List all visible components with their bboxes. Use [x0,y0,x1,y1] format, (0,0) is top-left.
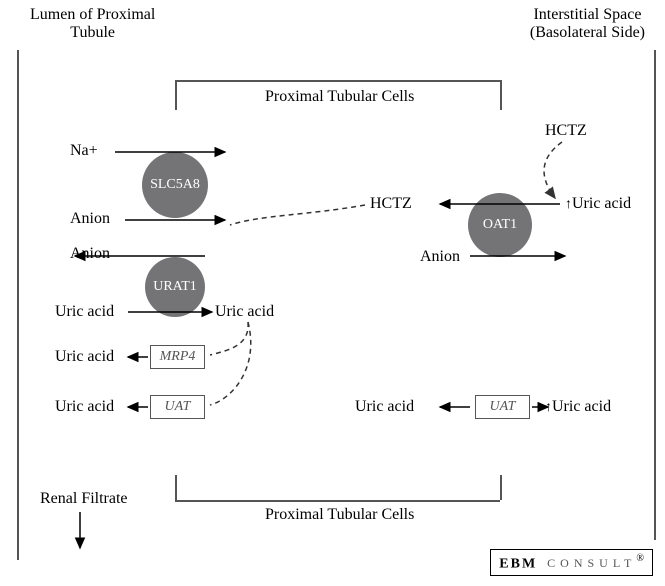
transporter-uat-left: UAT [150,395,205,419]
transporter-mrp4: MRP4 [150,345,205,369]
baso-bottom [500,475,502,500]
cell-top [175,80,500,82]
transporter-oat1: OAT1 [468,193,532,257]
slc5a8-label: SLC5A8 [150,177,200,193]
ebm-consult-badge: EBM CONSULT® [490,549,653,576]
apical-bottom [175,475,177,500]
lumen-title-l2: Tubule [30,24,155,42]
reg-mark: ® [636,553,644,564]
hctz-top-label: HCTZ [545,122,587,140]
up-arrow-icon-2: ↑ [545,400,552,415]
anion-out-label: Anion [70,245,110,263]
uric-out1-label: Uric acid [55,348,114,366]
uric-mid-label: Uric acid [355,398,414,416]
mrp4-label: MRP4 [160,349,196,365]
uat-right-label: UAT [490,399,516,415]
urat1-label: URAT1 [153,279,197,295]
outer-line-left [17,50,19,560]
interstitial-title-l1: Interstitial Space [530,6,645,24]
transporter-slc5a8: SLC5A8 [142,152,208,218]
ebm-text: EBM [499,556,537,571]
uric-out2-label: Uric acid [55,398,114,416]
interstitial-title: Interstitial Space (Basolateral Side) [530,6,645,42]
uric-up-top: ↑Uric acid [565,195,631,213]
cell-bottom [175,500,500,502]
uric-out-right: ↑Uric acid [545,398,611,416]
hctz-mid-label: HCTZ [370,195,412,213]
consult-text: CONSULT [547,556,636,570]
renal-filtrate-label: Renal Filtrate [40,490,128,508]
apical-top [175,80,177,110]
na-label: Na+ [70,142,98,160]
up-arrow-icon: ↑ [565,197,572,212]
uric-inside-label: Uric acid [215,303,274,321]
anion-right-label: Anion [420,248,460,266]
uric-out-right-text: Uric acid [552,398,611,415]
cell-label-bottom: Proximal Tubular Cells [265,506,414,524]
cell-label-top: Proximal Tubular Cells [265,88,414,106]
uric-up-top-text: Uric acid [572,195,631,212]
uric-in-label: Uric acid [55,303,114,321]
anion-in-label: Anion [70,210,110,228]
interstitial-title-l2: (Basolateral Side) [530,24,645,42]
baso-top [500,80,502,110]
transporter-uat-right: UAT [475,395,530,419]
lumen-title-l1: Lumen of Proximal [30,6,155,24]
transporter-urat1: URAT1 [145,257,205,317]
lumen-title: Lumen of Proximal Tubule [30,6,155,42]
oat1-label: OAT1 [483,217,517,233]
uat-left-label: UAT [165,399,191,415]
outer-line-right [654,50,656,540]
